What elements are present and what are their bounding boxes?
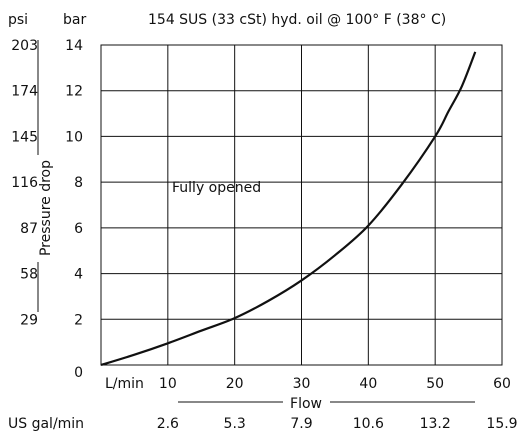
psi-tick-label: 87 xyxy=(20,221,38,237)
psi-tick-label: 203 xyxy=(11,38,38,54)
chart-title: 154 SUS (33 cSt) hyd. oil @ 100° F (38° … xyxy=(148,12,446,28)
gpm-tick-label: 2.6 xyxy=(157,416,179,432)
lpm-tick-label: 10 xyxy=(159,376,177,392)
gpm-tick-label: 13.2 xyxy=(420,416,451,432)
bar-tick-label: 4 xyxy=(74,267,83,283)
gpm-tick-label: 5.3 xyxy=(224,416,246,432)
x-unit-gpm-label: US gal/min xyxy=(8,416,84,432)
gpm-tick-labels: 2.6 5.3 7.9 10.6 13.2 15.9 xyxy=(157,416,517,432)
gpm-tick-label: 15.9 xyxy=(486,416,517,432)
bar-tick-label: 8 xyxy=(74,175,83,191)
psi-tick-labels: 29 58 87 116 145 174 203 xyxy=(11,38,38,328)
bar-tick-label: 10 xyxy=(65,129,83,145)
psi-tick-label: 29 xyxy=(20,312,38,328)
pressure-drop-curve xyxy=(100,51,477,367)
bar-tick-label: 14 xyxy=(65,38,83,54)
psi-unit-label: psi xyxy=(8,12,28,28)
bar-tick-label: 0 xyxy=(74,365,83,381)
y-axis-label: Pressure drop xyxy=(38,160,54,256)
bar-tick-label: 12 xyxy=(65,84,83,100)
lpm-tick-label: 20 xyxy=(226,376,244,392)
psi-tick-label: 174 xyxy=(11,84,38,100)
lpm-tick-label: 40 xyxy=(359,376,377,392)
gpm-tick-label: 10.6 xyxy=(353,416,384,432)
grid xyxy=(101,45,502,365)
series-group xyxy=(100,51,477,367)
psi-tick-label: 116 xyxy=(11,175,38,191)
lpm-tick-labels: 10 20 30 40 50 60 xyxy=(159,376,511,392)
x-unit-lpm-label: L/min xyxy=(105,376,144,392)
bar-unit-label: bar xyxy=(63,12,86,28)
bar-tick-label: 2 xyxy=(74,312,83,328)
lpm-tick-label: 50 xyxy=(426,376,444,392)
psi-tick-label: 145 xyxy=(11,129,38,145)
lpm-tick-label: 60 xyxy=(493,376,511,392)
fully-opened-annotation: Fully opened xyxy=(172,180,261,196)
bar-tick-label: 6 xyxy=(74,221,83,237)
gpm-tick-label: 7.9 xyxy=(290,416,312,432)
bar-tick-labels: 0 2 4 6 8 10 12 14 xyxy=(65,38,83,381)
psi-tick-label: 58 xyxy=(20,267,38,283)
lpm-tick-label: 30 xyxy=(293,376,311,392)
x-axis-label: Flow xyxy=(290,396,322,412)
plot-frame xyxy=(100,44,503,366)
